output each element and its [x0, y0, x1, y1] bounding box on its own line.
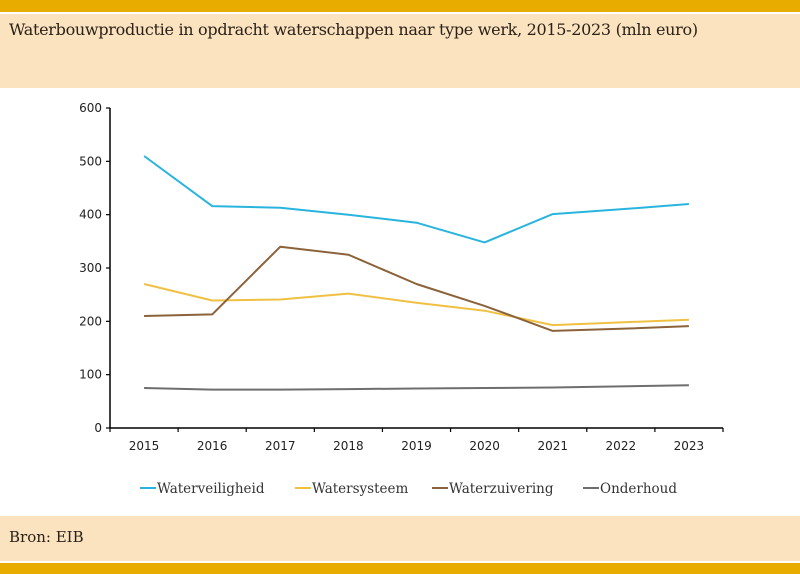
y-tick-label: 500: [79, 154, 102, 168]
y-tick-label: 600: [79, 101, 102, 115]
x-tick-label: 2016: [197, 439, 228, 453]
x-tick-label: 2015: [129, 439, 160, 453]
title-panel: Waterbouwproductie in opdracht waterscha…: [0, 14, 800, 88]
series-line-watersysteem: [143, 283, 689, 327]
y-tick-label: 0: [94, 421, 102, 435]
y-tick-label: 100: [79, 368, 102, 382]
x-tick-label: 2017: [265, 439, 296, 453]
legend-label-waterveiligheid: Waterveiligheid: [157, 481, 265, 497]
x-tick-label: 2021: [537, 439, 568, 453]
line-chart: 0 100 200 300 400 500 600 2015 2016 2017 2018 2019 2…: [79, 101, 724, 497]
y-tick-label: 200: [79, 314, 102, 328]
y-tick-label: 300: [79, 261, 102, 275]
bottom-accent-bar: [0, 563, 800, 574]
legend-label-waterzuivering: Waterzuivering: [449, 481, 554, 497]
legend-label-watersysteem: Watersysteem: [312, 481, 409, 497]
series-line-waterzuivering: [144, 245, 689, 332]
series-line-waterveiligheid: [143, 155, 689, 244]
series-layer: [143, 155, 689, 391]
x-tick-label: 2019: [401, 439, 432, 453]
x-tick-label: 2022: [606, 439, 637, 453]
axes: 0 100 200 300 400 500 600 2015 2016 2017 2018 2019 2…: [79, 101, 724, 453]
y-tick-label: 400: [79, 208, 102, 222]
top-accent-bar: [0, 0, 800, 12]
series-line-onderhoud: [144, 384, 689, 391]
source-panel: Bron: EIB: [0, 516, 800, 561]
x-tick-label: 2020: [469, 439, 500, 453]
legend: Waterveiligheid Watersysteem Waterzuiverin…: [140, 481, 677, 497]
x-tick-label: 2023: [674, 439, 705, 453]
source-note: Bron: EIB: [9, 528, 84, 546]
chart-title: Waterbouwproductie in opdracht waterscha…: [9, 20, 698, 39]
x-tick-label: 2018: [333, 439, 364, 453]
legend-label-onderhoud: Onderhoud: [600, 481, 677, 497]
